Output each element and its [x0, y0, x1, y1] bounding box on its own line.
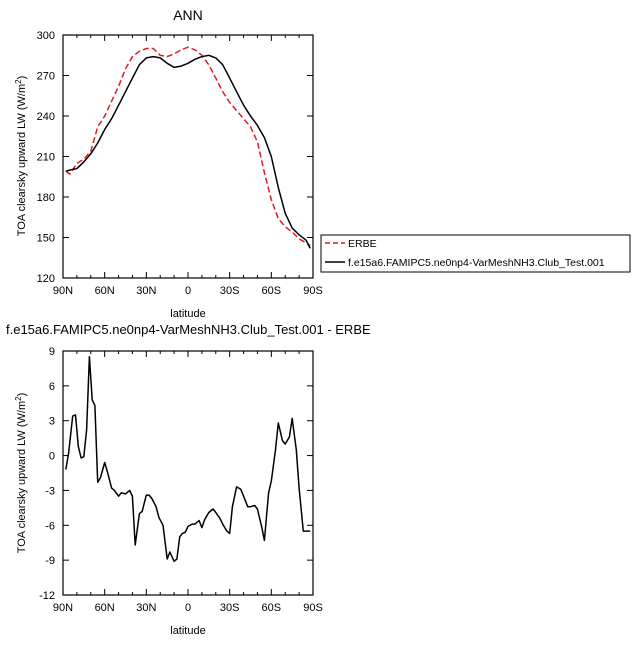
y-tick-label-1-5: 3 — [49, 416, 55, 428]
y-tick-label-0-2: 180 — [37, 192, 55, 204]
y-tick-label-0-5: 270 — [37, 71, 55, 83]
panel-top: ANN 90N 60N 30N 0 30S 60S 90S 120 150 180 210 240 27… — [14, 7, 631, 320]
x-tick-label-0-3: 0 — [185, 285, 191, 297]
panel-bottom: f.e15a6.FAMIPC5.ne0np4-VarMeshNH3.Club_T… — [6, 322, 371, 637]
plot-frame-top — [62, 34, 314, 279]
series-line-0-1 — [65, 54, 311, 249]
x-tick-label-0-1: 60N — [95, 285, 115, 297]
y-tick-label-1-4: 0 — [49, 451, 55, 463]
y-axis-label-top: TOA clearsky upward LW (W/m2) — [14, 76, 28, 237]
x-tick-label-0-5: 60S — [262, 285, 282, 297]
y-tick-label-0-4: 240 — [37, 111, 55, 123]
x-tick-label-0-6: 90S — [303, 285, 323, 297]
y-tick-label-1-2: -6 — [45, 520, 55, 532]
y-tick-label-0-3: 210 — [37, 152, 55, 164]
x-axis-label-top: latitude — [170, 308, 205, 320]
legend-label-model: f.e15a6.FAMIPC5.ne0np4-VarMeshNH3.Club_T… — [348, 257, 605, 269]
x-tick-label-1-1: 60N — [95, 602, 115, 614]
y-tick-label-0-6: 300 — [37, 30, 55, 42]
x-tick-label-1-4: 30S — [220, 602, 240, 614]
legend: ERBE f.e15a6.FAMIPC5.ne0np4-VarMeshNH3.C… — [320, 234, 631, 273]
x-tick-label-1-5: 60S — [262, 602, 282, 614]
y-tick-label-1-0: -12 — [39, 590, 55, 602]
chart-title-bottom: f.e15a6.FAMIPC5.ne0np4-VarMeshNH3.Club_T… — [6, 322, 371, 337]
y-tick-label-1-3: -3 — [45, 485, 55, 497]
x-tick-label-0-4: 30S — [220, 285, 240, 297]
legend-label-erbe: ERBE — [348, 238, 377, 250]
series-line-0-0 — [65, 46, 311, 247]
plot-frame-bottom — [62, 350, 314, 596]
x-tick-label-0-2: 30N — [136, 285, 156, 297]
legend-box — [320, 234, 631, 273]
x-tick-label-1-3: 0 — [185, 602, 191, 614]
x-tick-label-0-0: 90N — [53, 285, 73, 297]
y-tick-label-1-7: 9 — [49, 346, 55, 358]
x-tick-label-1-2: 30N — [136, 602, 156, 614]
x-axis-label-bottom: latitude — [170, 625, 205, 637]
y-tick-label-1-6: 6 — [49, 381, 55, 393]
x-tick-label-1-6: 90S — [303, 602, 323, 614]
y-tick-label-1-1: -9 — [45, 555, 55, 567]
y-tick-label-0-1: 150 — [37, 233, 55, 245]
y-axis-label-bottom: TOA clearsky upward LW (W/m2) — [14, 393, 28, 554]
chart-title-top: ANN — [173, 7, 203, 23]
series-line-1-0 — [65, 356, 311, 563]
x-tick-label-1-0: 90N — [53, 602, 73, 614]
y-tick-label-0-0: 120 — [37, 273, 55, 285]
